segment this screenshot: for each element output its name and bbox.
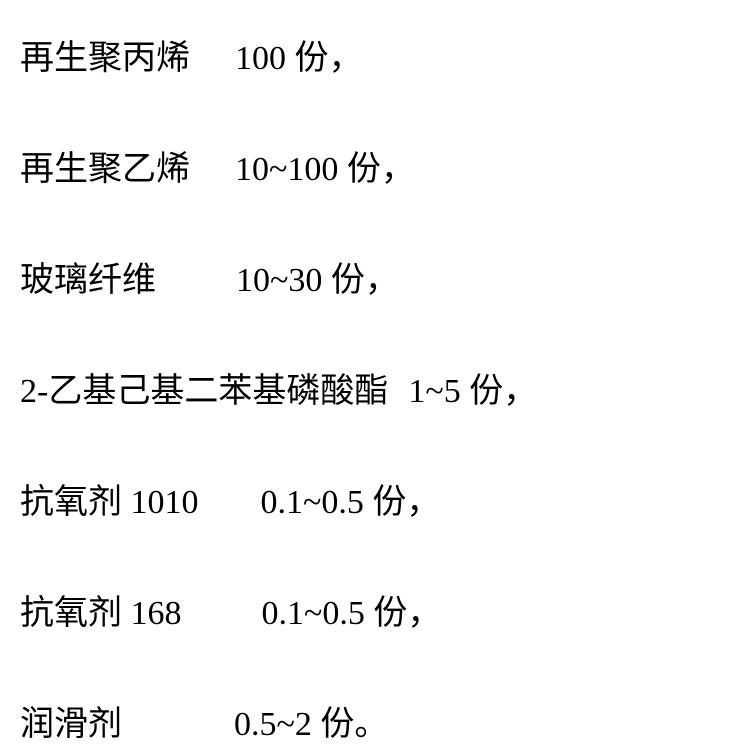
material-amount: 0.5~2 份。 bbox=[234, 696, 388, 745]
material-amount: 10~100 份， bbox=[235, 141, 415, 190]
material-list: 再生聚丙烯 100 份， 再生聚乙烯 10~100 份， 玻璃纤维 10~30 份， 2-乙… bbox=[20, 30, 725, 745]
material-entry: 润滑剂 0.5~2 份。 bbox=[20, 696, 725, 745]
material-name: 抗氧剂 1010 bbox=[20, 474, 199, 523]
material-entry: 再生聚乙烯 10~100 份， bbox=[20, 141, 725, 190]
material-name: 再生聚丙烯 bbox=[20, 30, 190, 79]
material-entry: 抗氧剂 1010 0.1~0.5 份， bbox=[20, 474, 725, 523]
material-entry: 抗氧剂 168 0.1~0.5 份， bbox=[20, 585, 725, 634]
material-name: 抗氧剂 168 bbox=[20, 585, 182, 634]
material-name: 玻璃纤维 bbox=[20, 252, 156, 301]
material-amount: 1~5 份， bbox=[408, 363, 537, 412]
material-name: 润滑剂 bbox=[20, 696, 122, 745]
material-entry: 再生聚丙烯 100 份， bbox=[20, 30, 725, 79]
material-amount: 0.1~0.5 份， bbox=[261, 474, 441, 523]
material-entry: 玻璃纤维 10~30 份， bbox=[20, 252, 725, 301]
material-amount: 10~30 份， bbox=[236, 252, 399, 301]
material-amount: 0.1~0.5 份， bbox=[262, 585, 442, 634]
material-name: 再生聚乙烯 bbox=[20, 141, 190, 190]
material-amount: 100 份， bbox=[235, 30, 363, 79]
material-entry: 2-乙基己基二苯基磷酸酯 1~5 份， bbox=[20, 363, 725, 412]
material-name: 2-乙基己基二苯基磷酸酯 bbox=[20, 363, 388, 412]
